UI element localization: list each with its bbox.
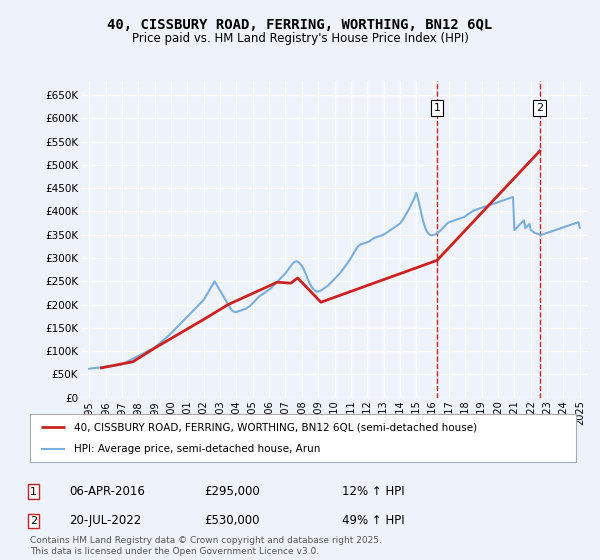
Text: 12% ↑ HPI: 12% ↑ HPI	[342, 485, 404, 498]
Text: 40, CISSBURY ROAD, FERRING, WORTHING, BN12 6QL (semi-detached house): 40, CISSBURY ROAD, FERRING, WORTHING, BN…	[74, 422, 477, 432]
Text: 40, CISSBURY ROAD, FERRING, WORTHING, BN12 6QL: 40, CISSBURY ROAD, FERRING, WORTHING, BN…	[107, 18, 493, 32]
Text: HPI: Average price, semi-detached house, Arun: HPI: Average price, semi-detached house,…	[74, 444, 320, 454]
Text: 06-APR-2016: 06-APR-2016	[69, 485, 145, 498]
Text: 1: 1	[434, 103, 440, 113]
Text: 1: 1	[30, 487, 37, 497]
Text: £530,000: £530,000	[204, 514, 260, 528]
Text: Contains HM Land Registry data © Crown copyright and database right 2025.
This d: Contains HM Land Registry data © Crown c…	[30, 536, 382, 556]
Text: 2: 2	[536, 103, 544, 113]
Text: 2: 2	[30, 516, 37, 526]
Text: Price paid vs. HM Land Registry's House Price Index (HPI): Price paid vs. HM Land Registry's House …	[131, 32, 469, 45]
Text: 49% ↑ HPI: 49% ↑ HPI	[342, 514, 404, 528]
Text: 20-JUL-2022: 20-JUL-2022	[69, 514, 141, 528]
Text: £295,000: £295,000	[204, 485, 260, 498]
